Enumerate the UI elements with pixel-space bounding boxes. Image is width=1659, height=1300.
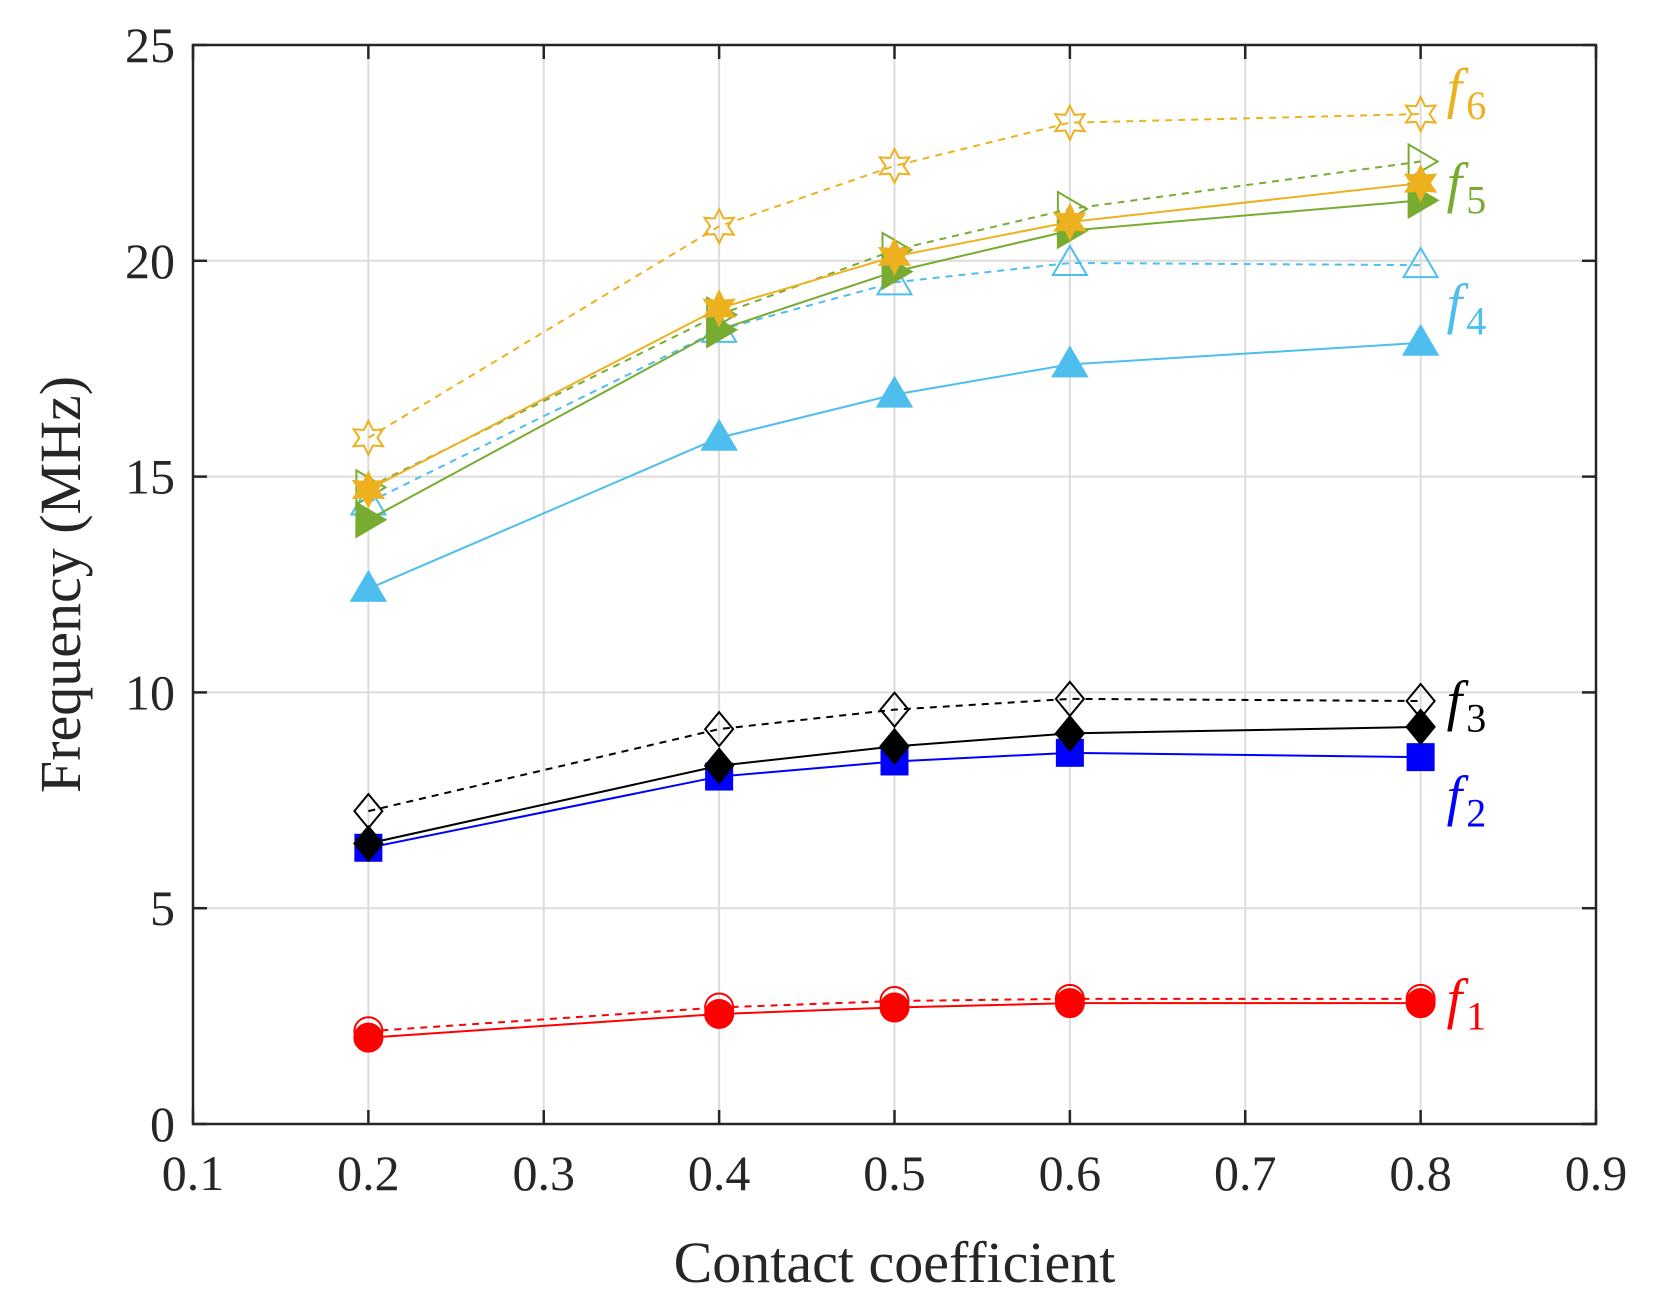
data-point-marker — [1051, 345, 1089, 378]
y-tick-label: 25 — [125, 17, 175, 73]
x-tick-label: 0.4 — [688, 1145, 751, 1201]
data-point-marker — [355, 501, 388, 539]
data-point-marker — [1053, 202, 1087, 242]
series-f6 — [351, 163, 1438, 509]
series-line-f1-dashed — [368, 997, 1421, 1033]
x-tick-label: 0.7 — [1214, 1145, 1277, 1201]
data-point-marker — [877, 237, 912, 276]
data-point-marker — [875, 375, 914, 408]
x-tick-label: 0.8 — [1389, 1145, 1452, 1201]
data-point-marker — [1053, 103, 1087, 142]
series-label-subscript: 2 — [1466, 791, 1486, 836]
data-point-marker — [700, 418, 738, 451]
data-point-marker — [1051, 243, 1089, 276]
data-point-marker — [1406, 743, 1435, 772]
series-layer — [349, 94, 1440, 1053]
x-tick-label: 0.5 — [863, 1145, 926, 1201]
y-tick-label: 20 — [125, 233, 175, 289]
y-tick-label: 10 — [125, 664, 175, 720]
data-point-marker — [1054, 988, 1085, 1019]
data-point-marker — [1054, 714, 1086, 752]
data-point-marker — [879, 727, 910, 765]
data-point-marker — [702, 206, 736, 246]
y-tick-label: 5 — [150, 880, 175, 936]
x-tick-label: 0.2 — [337, 1145, 400, 1201]
x-tick-label: 0.9 — [1565, 1145, 1628, 1201]
data-point-marker — [1403, 163, 1438, 203]
y-tick-label: 0 — [150, 1096, 175, 1152]
data-point-marker — [1405, 708, 1436, 746]
series-label-subscript: 4 — [1466, 299, 1486, 344]
data-point-marker — [703, 710, 735, 748]
x-tick-label: 0.1 — [162, 1145, 225, 1201]
data-point-marker — [703, 747, 735, 785]
data-point-marker — [1403, 94, 1438, 134]
series-f6-dashed — [351, 94, 1438, 458]
series-f1 — [353, 988, 1436, 1053]
y-tick-label: 15 — [125, 449, 175, 505]
data-point-marker — [1405, 988, 1436, 1019]
series-label-subscript: 6 — [1466, 83, 1486, 128]
data-point-marker — [877, 146, 912, 186]
data-point-marker — [351, 470, 386, 509]
series-label-subscript: 3 — [1466, 696, 1486, 741]
data-point-marker — [879, 691, 910, 729]
data-point-marker — [353, 1022, 384, 1053]
data-point-marker — [351, 418, 386, 458]
series-f3 — [353, 708, 1436, 863]
series-line-f6-dashed — [367, 113, 1421, 439]
series-label-subscript: 1 — [1466, 993, 1486, 1038]
data-point-marker — [1401, 323, 1440, 356]
data-point-marker — [702, 289, 736, 328]
series-line-f3-dashed — [368, 697, 1421, 813]
series-label-subscript: 5 — [1466, 178, 1486, 223]
x-tick-label: 0.3 — [513, 1145, 576, 1201]
data-point-marker — [353, 824, 384, 863]
data-point-marker — [704, 998, 735, 1029]
data-point-marker — [879, 992, 910, 1023]
data-point-marker — [1401, 246, 1440, 279]
data-point-marker — [349, 569, 388, 602]
x-tick-label: 0.6 — [1039, 1145, 1102, 1201]
y-axis-label: Frequency (MHz) — [28, 376, 93, 793]
x-axis-label: Contact coefficient — [674, 1230, 1116, 1295]
series-f4 — [349, 323, 1440, 602]
